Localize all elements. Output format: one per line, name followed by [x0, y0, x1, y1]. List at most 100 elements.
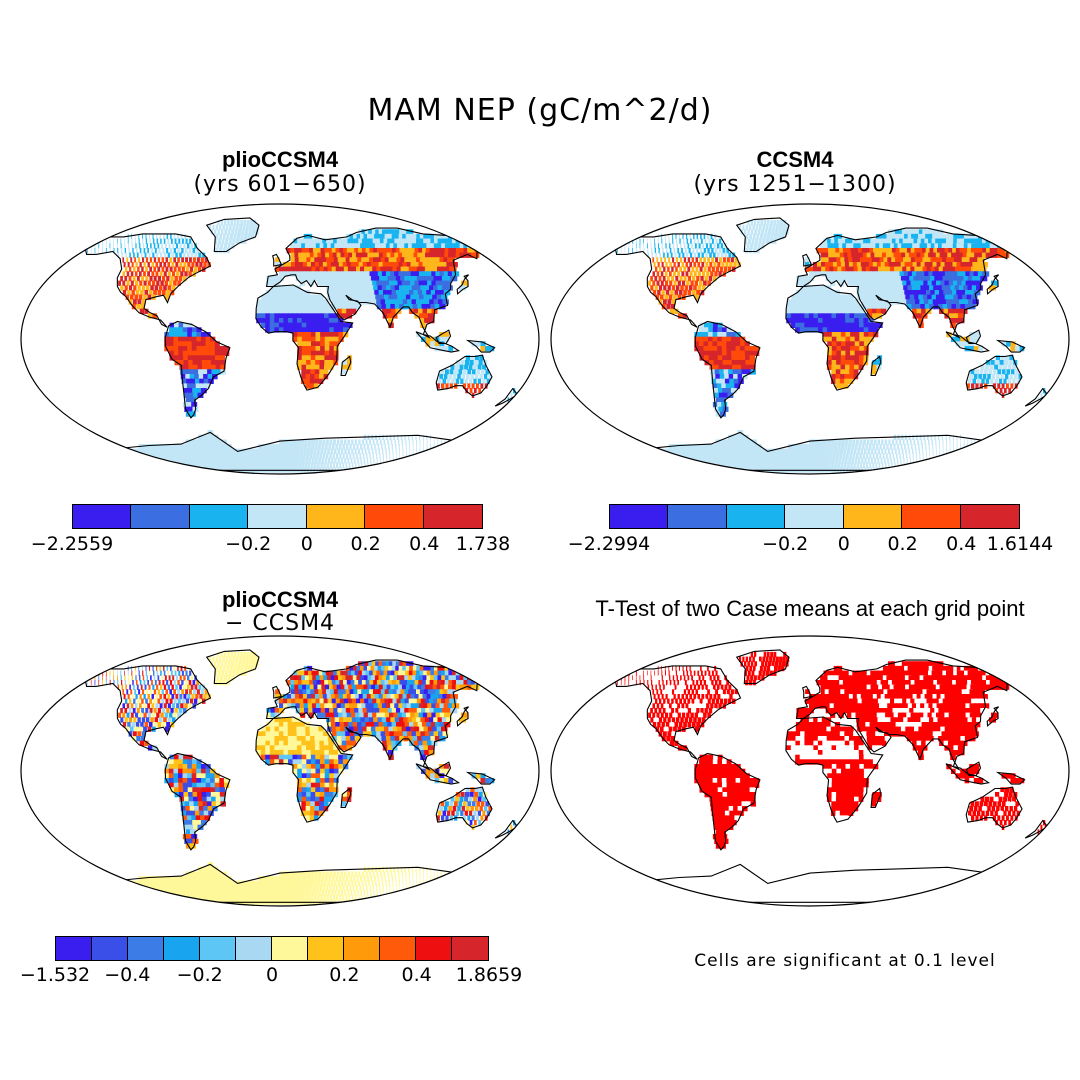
map-cell — [448, 453, 451, 459]
map-cell — [622, 453, 632, 459]
map-cell — [204, 383, 211, 389]
map-cell — [908, 434, 911, 440]
map-cell — [181, 238, 184, 244]
map-cell — [278, 327, 285, 333]
map-cell — [907, 467, 908, 473]
map-cell — [922, 453, 924, 459]
map-cell — [851, 458, 854, 464]
map-cell — [210, 355, 216, 361]
map-cell — [822, 308, 828, 314]
map-cell — [851, 280, 857, 286]
map-cell — [703, 341, 709, 347]
map-cell — [314, 378, 319, 384]
map-cell — [830, 238, 836, 244]
map-cell — [302, 257, 308, 263]
map-cell — [84, 439, 94, 445]
map-cell — [397, 294, 404, 300]
map-cell — [439, 280, 447, 286]
map-cell — [220, 219, 223, 226]
map-cell — [667, 462, 675, 468]
map-cell — [303, 233, 309, 240]
map-cell — [411, 458, 413, 464]
map-cell — [944, 294, 951, 300]
map-cell — [1006, 369, 1011, 375]
map-cell — [790, 462, 795, 468]
map-cell — [906, 299, 912, 305]
map-cell — [744, 341, 750, 347]
map-cell — [663, 299, 667, 305]
map-cell — [154, 285, 159, 291]
map-cell — [224, 229, 227, 235]
map-cell — [192, 360, 199, 366]
map-cell — [676, 462, 685, 468]
map-cell — [445, 369, 449, 375]
map-cell — [449, 448, 452, 454]
map-cell — [706, 271, 710, 277]
map-cell — [326, 285, 332, 291]
map-cell — [752, 453, 758, 459]
map-cell — [329, 341, 335, 347]
map-cell — [345, 304, 352, 310]
map-cell — [734, 458, 741, 464]
map-cell — [193, 369, 200, 375]
map-cell — [937, 248, 944, 254]
map-cell — [446, 378, 451, 384]
map-cell — [287, 285, 293, 291]
map-cell — [82, 444, 92, 450]
map-cell — [1009, 355, 1014, 361]
map-cell — [436, 467, 440, 473]
map-cell — [319, 308, 325, 314]
map-cell — [269, 308, 275, 314]
map-cell — [873, 285, 879, 291]
map-cell — [103, 444, 112, 450]
map-cell — [410, 280, 417, 286]
map-cell — [955, 252, 963, 258]
map-cell — [781, 229, 786, 235]
map-cell — [285, 462, 289, 468]
map-cell — [105, 243, 107, 249]
map-cell — [788, 448, 794, 454]
map-cell — [171, 670, 173, 676]
map-cell — [401, 252, 409, 258]
map-cell — [850, 327, 856, 333]
map-cell — [692, 467, 700, 473]
map-cell — [296, 290, 302, 296]
map-cell — [366, 276, 373, 282]
map-cell — [805, 448, 810, 454]
map-cell — [795, 313, 801, 319]
map-cell — [178, 341, 184, 347]
map-cell — [900, 276, 907, 282]
map-cell — [298, 458, 302, 464]
map-cell — [183, 252, 186, 258]
map-cell — [908, 229, 916, 235]
map-cell — [150, 675, 152, 681]
colorbar-swatch — [902, 505, 961, 528]
map-cell — [858, 313, 864, 319]
map-cell — [881, 238, 887, 244]
map-cell — [438, 462, 441, 468]
map-cell — [678, 290, 683, 296]
map-cell — [405, 238, 413, 244]
map-cell — [925, 276, 933, 282]
map-cell — [1004, 360, 1009, 366]
map-cell — [187, 332, 193, 338]
map-cell — [320, 327, 326, 333]
map-cell — [350, 262, 357, 268]
map-cell — [431, 257, 439, 263]
map-cell — [859, 346, 865, 352]
map-cell — [682, 252, 685, 258]
map-cell — [904, 444, 906, 450]
map-cell — [433, 444, 435, 450]
map-cell — [318, 670, 324, 676]
map-cell — [285, 453, 290, 459]
map-cell — [249, 458, 255, 464]
map-cell — [293, 439, 298, 445]
map-cell — [263, 462, 268, 468]
map-cell — [139, 248, 142, 254]
map-cell — [274, 266, 280, 272]
map-cell — [702, 467, 709, 473]
map-cell — [963, 299, 970, 305]
map-cell — [774, 448, 780, 454]
map-cell — [809, 271, 814, 277]
map-cell — [320, 448, 324, 454]
